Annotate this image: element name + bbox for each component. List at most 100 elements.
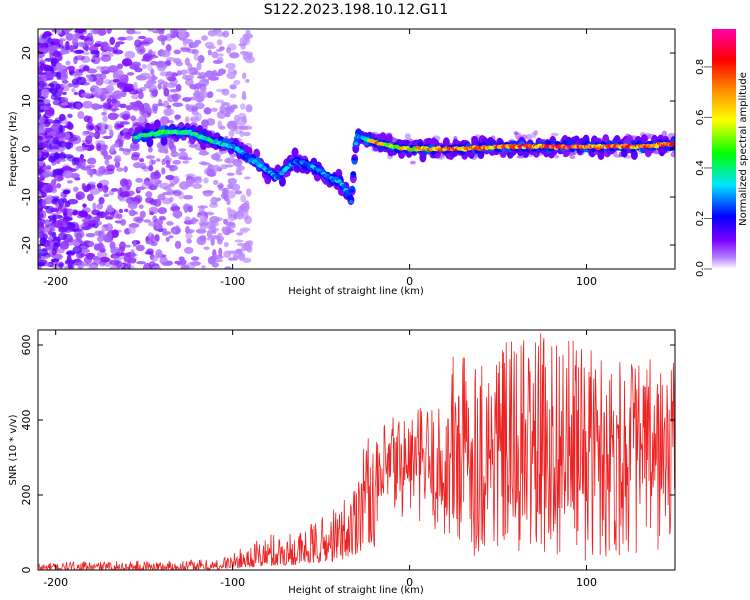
spectrogram-noise-cell [169,88,179,93]
snr-y-ticks: 0 200 400 600 [20,335,675,574]
spectrogram-noise-cell [184,116,190,124]
spectrogram-noise-cell [170,144,177,154]
spectrogram-ridge-cell [349,189,355,193]
spectrogram-noise-cell [137,91,144,100]
spectrogram-noise-cell [94,244,106,251]
spectrogram-noise-cell [569,155,576,160]
spectrogram-noise-cell [154,169,160,178]
spectrogram-noise-cell [114,42,121,48]
spectrogram-noise-cell [163,108,173,117]
spectrogram-noise-cell [130,153,140,161]
spectrogram-noise-cell [80,35,90,41]
spectrogram-noise-cell [38,148,43,153]
spectrogram-noise-cell [198,72,207,78]
spectrogram-noise-cell [63,154,74,159]
spectrogram-noise-cell [126,29,136,35]
spectrogram-noise-cell [102,46,110,51]
spectrogram-noise-cell [229,104,236,113]
spectrogram-noise-cell [135,177,144,183]
spectrogram-noise-cell [533,130,539,136]
spectrogram-noise-cell [202,190,213,197]
spectrogram-noise-cell [73,262,82,266]
spectrogram-noise-cell [49,82,55,88]
spectrogram-noise-cell [134,67,143,73]
spectrogram-noise-cell [119,103,127,109]
spectrogram-noise-cell [171,228,177,235]
spectrogram-noise-cell [59,241,70,250]
spectrogram-noise-cell [116,124,125,128]
spectrogram-noise-cell [203,177,209,184]
spectrogram-noise-cell [226,172,235,176]
spectrogram-noise-cell [86,75,93,83]
spectrogram-noise-cell [157,193,166,201]
spectrogram-noise-cell [116,167,124,172]
spectrogram-noise-cell [157,228,164,233]
spectrogram-noise-cell [117,36,127,41]
spectrogram-noise-cell [172,102,184,107]
spectrogram-noise-cell [198,150,210,156]
spectrogram-ridge-cell [671,141,675,146]
spectrogram-noise-cell [38,167,43,176]
spectrogram-noise-cell [226,47,232,54]
spectrogram-noise-cell [132,162,142,169]
spectrogram-noise-cell [73,186,79,192]
spectrogram-noise-cell [49,227,56,232]
spectrogram-noise-cell [182,40,188,47]
spectrogram-noise-cell [242,131,251,137]
snr-x-tick-label: 0 [406,576,413,589]
spectrogram-noise-cell [137,35,147,40]
spectrogram-noise-cell [130,61,141,68]
spectrogram-noise-cell [150,176,159,181]
spectrogram-noise-cell [168,235,174,239]
spectrogram-noise-cell [132,106,140,112]
snr-frame [37,329,676,571]
spectrogram-noise-cell [116,213,123,220]
spectrogram-noise-cell [185,173,196,178]
spectrogram-x-tick-label: 0 [406,275,413,288]
spectrogram-noise-cell [206,118,216,126]
spectrogram-noise-cell [182,97,192,102]
spectrogram-noise-cell [168,165,179,171]
spectrogram-ridge-cell [276,174,282,179]
spectrogram-noise-cell [207,91,214,98]
spectrogram-noise-cell [139,210,146,219]
spectrogram-noise-cell [240,103,246,110]
spectrogram-noise-cell [166,221,174,226]
spectrogram-ridge-cell [291,147,299,158]
spectrogram-noise-cell [116,261,122,269]
spectrogram-noise-cell [62,170,74,179]
spectrogram-noise-cell [166,71,173,76]
spectrogram-noise-cell [160,49,171,58]
spectrogram-noise-cell [45,70,54,79]
spectrogram-noise-cell [147,29,155,32]
spectrogram-noise-cell [73,241,80,247]
spectrogram-noise-cell [130,249,135,258]
colorbar-tick-label: 0.4 [695,160,706,176]
spectrogram-noise-cell [196,236,207,246]
spectrogram-noise-cell [114,155,122,163]
spectrogram-noise-cell [123,131,132,140]
spectrogram-noise-cell [526,134,533,141]
spectrogram-noise-cell [114,161,121,168]
spectrogram-noise-cell [133,211,139,215]
spectrogram-noise-cell [243,125,253,130]
spectrogram-noise-cell [95,143,102,152]
spectrogram-noise-cell [184,216,191,223]
spectrogram-noise-cell [163,88,170,97]
spectrogram-noise-cell [220,102,231,106]
spectrogram-noise-cell [191,176,203,184]
spectrogram-noise-cell [105,223,113,232]
spectrogram-noise-cell [78,210,88,218]
spectrogram-noise-cell [85,263,90,267]
spectrogram-noise-cell [223,194,229,202]
spectrogram-noise-cell [73,157,80,165]
spectrogram-noise-cell [200,162,211,166]
spectrogram-noise-cell [65,40,70,48]
spectrogram-noise-cell [157,251,162,256]
spectrogram-noise-cell [210,237,215,246]
spectrogram-noise-cell [216,110,227,119]
spectrogram-noise-cell [88,181,97,185]
spectrogram-noise-cell [38,38,47,44]
spectrogram-noise-cell [161,167,166,175]
spectrogram-noise-cell [120,191,130,198]
